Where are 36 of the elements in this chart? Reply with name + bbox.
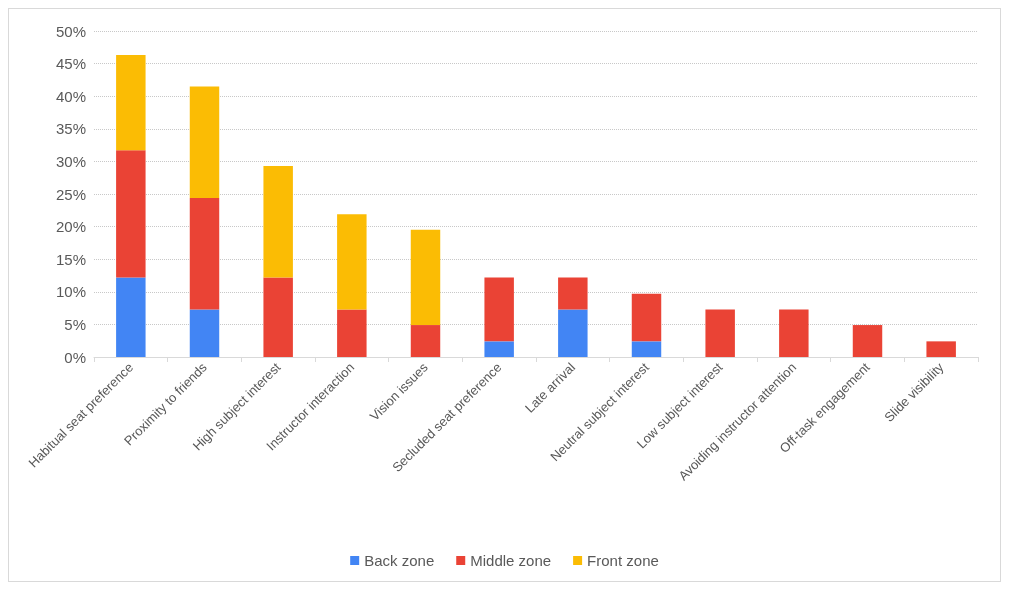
bar (189, 197, 220, 310)
bar (116, 150, 146, 278)
y-tick-label: 45% (55, 55, 86, 73)
bar (116, 277, 146, 357)
y-tick-label: 25% (55, 185, 86, 203)
bar (410, 325, 441, 357)
bar (779, 309, 809, 357)
bar (337, 309, 367, 357)
bar (410, 229, 441, 326)
bar (263, 277, 293, 357)
bar (337, 214, 367, 310)
bar (484, 277, 514, 342)
bar (116, 55, 146, 151)
bar (558, 309, 588, 357)
legend-label: Middle zone (470, 552, 552, 569)
legend-label: Front zone (587, 552, 659, 569)
y-tick-label: 30% (55, 152, 86, 170)
bar (263, 165, 293, 278)
y-tick-label: 50% (55, 22, 86, 40)
y-tick-label: 10% (55, 283, 86, 301)
bar (484, 341, 514, 357)
bar (558, 277, 588, 310)
bar (926, 341, 956, 357)
y-tick-label: 40% (55, 87, 86, 105)
y-tick-label: 0% (64, 348, 86, 366)
bar (852, 325, 883, 357)
y-tick-label: 35% (55, 120, 86, 138)
y-tick-label: 5% (64, 315, 86, 333)
bar (631, 293, 662, 342)
legend-label: Back zone (364, 552, 435, 569)
bar (189, 86, 220, 198)
bar (189, 309, 220, 357)
bar (705, 309, 735, 357)
bar (631, 341, 662, 357)
y-tick-label: 20% (55, 218, 86, 236)
y-tick-label: 15% (55, 250, 86, 268)
